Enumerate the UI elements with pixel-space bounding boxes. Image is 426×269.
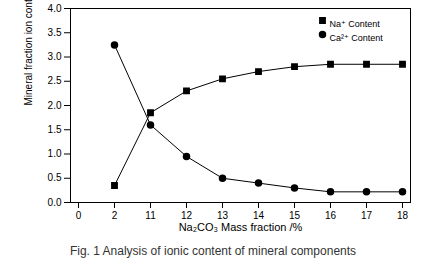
html-text:Fig. 1 Analysis of ionic conte: Fig. 1 Analysis of ionic content of mine… [69, 244, 357, 258]
svg-text:17: 17 [361, 210, 373, 221]
svg-text:14: 14 [253, 210, 265, 221]
svg-text:Ca²⁺ Content: Ca²⁺ Content [330, 33, 384, 43]
svg-text:13: 13 [217, 210, 229, 221]
svg-text:3.5: 3.5 [48, 27, 62, 38]
svg-text:2.0: 2.0 [48, 100, 62, 111]
svg-text:16: 16 [325, 210, 337, 221]
svg-text:1.0: 1.0 [48, 148, 62, 159]
svg-text:3.0: 3.0 [48, 51, 62, 62]
svg-text:11: 11 [145, 210, 156, 221]
svg-text:2.5: 2.5 [48, 75, 62, 86]
svg-text:Mineral fraction ion content /: Mineral fraction ion content /% [23, 0, 34, 106]
svg-text:0.5: 0.5 [48, 172, 62, 183]
svg-text:12: 12 [181, 210, 193, 221]
svg-text:Na₂CO₃ Mass fraction /%: Na₂CO₃ Mass fraction /% [179, 221, 303, 233]
svg-text:18: 18 [397, 210, 409, 221]
svg-text:1.5: 1.5 [48, 124, 62, 135]
svg-text:4.0: 4.0 [48, 3, 62, 14]
svg-text:Na⁺ Content: Na⁺ Content [330, 19, 381, 29]
svg-text:15: 15 [289, 210, 301, 221]
svg-text:0: 0 [76, 210, 82, 221]
svg-text:2: 2 [112, 210, 118, 221]
svg-text:0.0: 0.0 [48, 197, 62, 208]
